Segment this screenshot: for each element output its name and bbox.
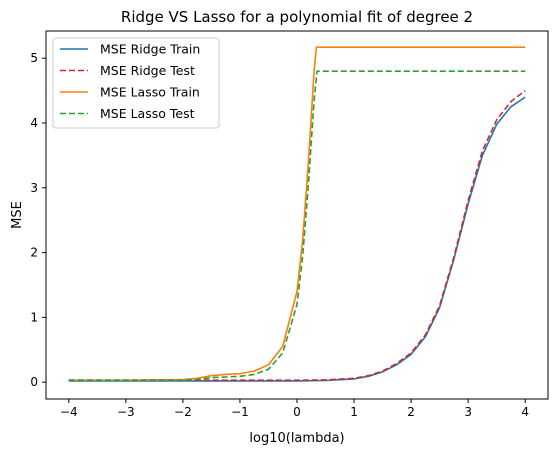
x-tick-label: 0: [293, 405, 301, 419]
x-axis-ticks: −4 −3 −2 −1 0 1 2 3 4: [60, 399, 529, 419]
x-tick-label: 1: [350, 405, 358, 419]
x-tick-label: −2: [174, 405, 192, 419]
series-line-3: [68, 70, 526, 382]
plot-lines: [68, 46, 526, 382]
y-tick-label: 2: [30, 246, 38, 260]
x-tick-label: 2: [407, 405, 415, 419]
series-line-2: [68, 46, 526, 382]
legend-label-3: MSE Lasso Test: [100, 106, 195, 121]
legend-label-0: MSE Ridge Train: [100, 42, 200, 57]
x-tick-label: −3: [117, 405, 135, 419]
y-tick-label: 4: [30, 116, 38, 130]
x-tick-label: −1: [231, 405, 249, 419]
x-tick-label: 3: [464, 405, 472, 419]
y-tick-label: 3: [30, 181, 38, 195]
legend-label-2: MSE Lasso Train: [100, 85, 200, 100]
x-axis-label: log10(lambda): [249, 431, 344, 446]
x-tick-label: −4: [60, 405, 78, 419]
chart-title: Ridge VS Lasso for a polynomial fit of d…: [121, 8, 473, 26]
y-tick-label: 5: [30, 51, 38, 65]
x-tick-label: 4: [521, 405, 529, 419]
y-axis-label: MSE: [10, 201, 25, 229]
series-line-1: [68, 89, 526, 382]
legend-box: [52, 37, 220, 129]
legend: MSE Ridge Train MSE Ridge Test MSE Lasso T…: [52, 37, 220, 129]
y-tick-label: 1: [30, 310, 38, 324]
series-line-0: [68, 96, 526, 382]
y-axis-ticks: 0 1 2 3 4 5: [30, 51, 46, 389]
legend-label-1: MSE Ridge Test: [100, 63, 195, 78]
y-tick-label: 0: [30, 375, 38, 389]
